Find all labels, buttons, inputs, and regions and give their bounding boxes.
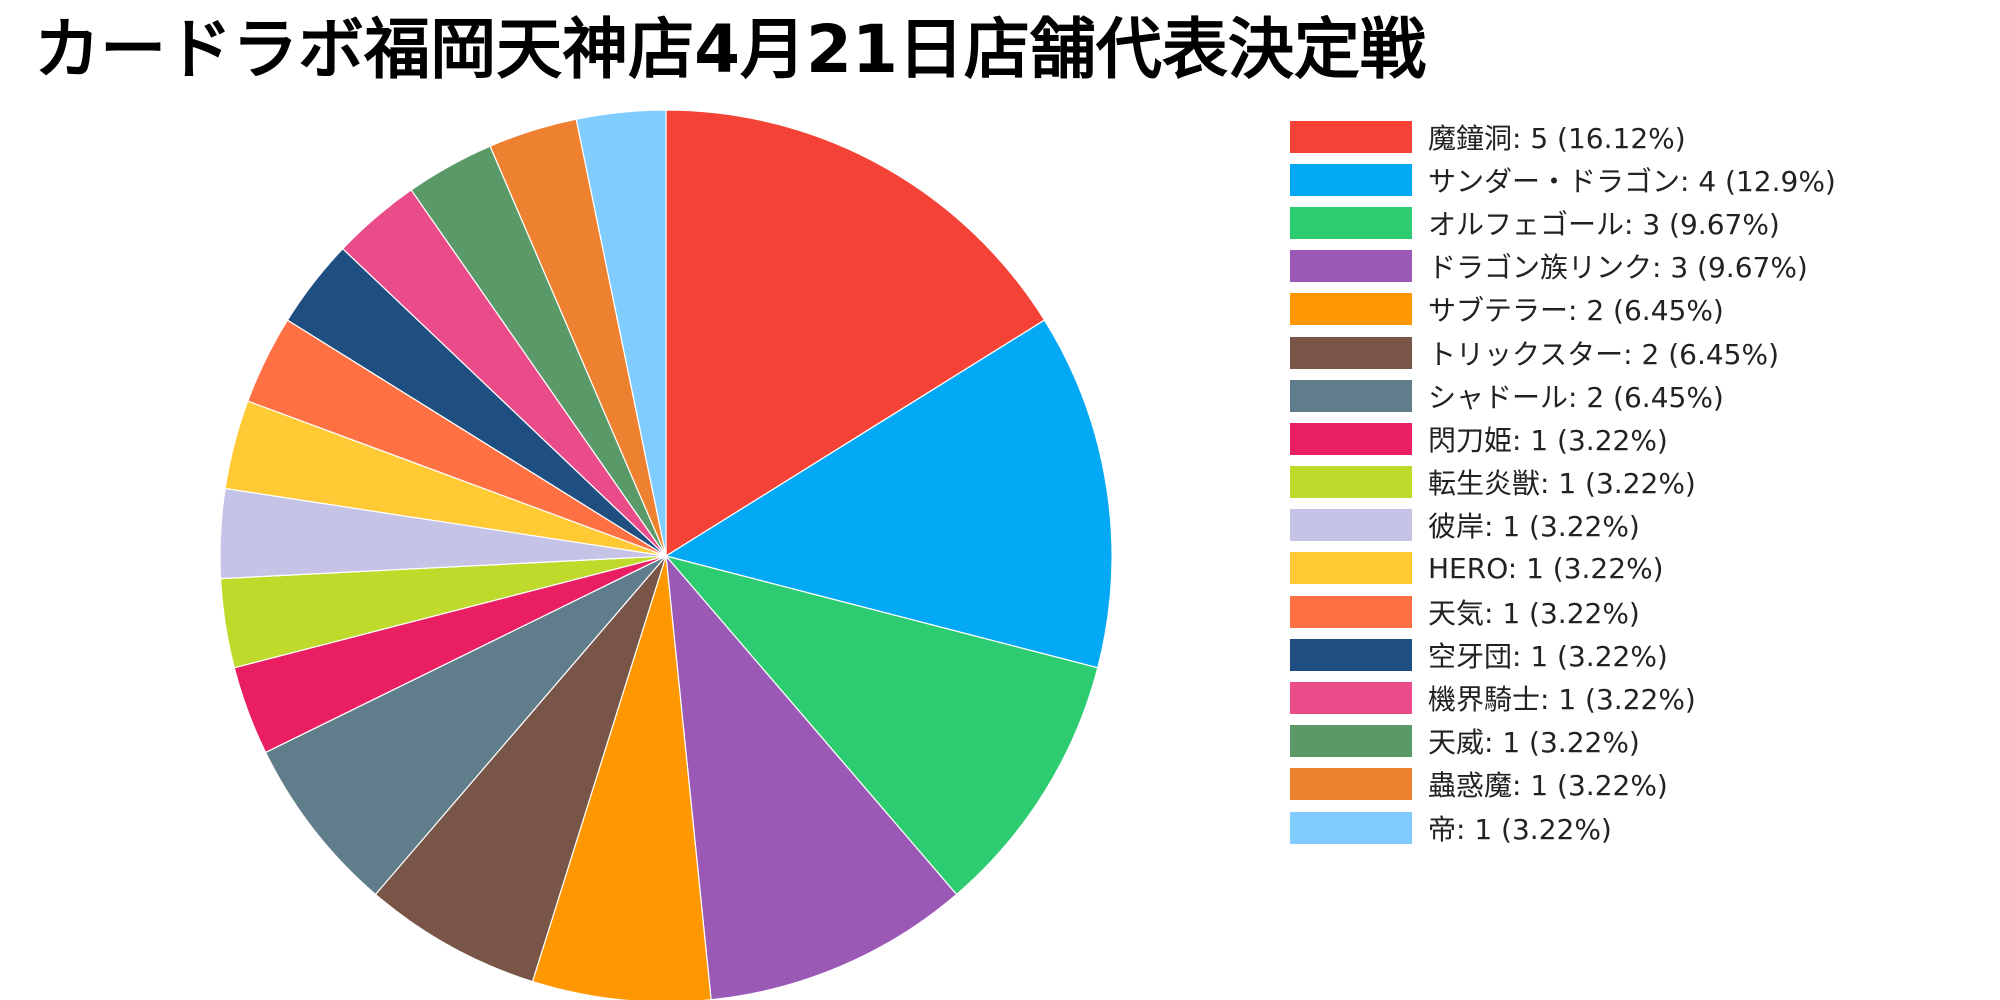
legend-label-15: 蟲惑魔: 1 (3.22%)	[1428, 769, 1668, 803]
legend-label-7: 閃刀姫: 1 (3.22%)	[1428, 423, 1668, 457]
legend-item-1: サンダー・ドラゴン: 4 (12.9%)	[1290, 158, 1836, 201]
legend-item-3: ドラゴン族リンク: 3 (9.67%)	[1290, 245, 1836, 288]
legend-label-5: トリックスター: 2 (6.45%)	[1428, 337, 1780, 371]
legend-item-9: 彼岸: 1 (3.22%)	[1290, 504, 1836, 547]
legend-swatch-2	[1290, 206, 1412, 239]
legend-item-16: 帝: 1 (3.22%)	[1290, 806, 1836, 849]
legend-item-0: 魔鐘洞: 5 (16.12%)	[1290, 115, 1836, 158]
legend-item-2: オルフェゴール: 3 (9.67%)	[1290, 201, 1836, 244]
legend-label-10: HERO: 1 (3.22%)	[1428, 551, 1664, 585]
pie-slice-3	[665, 554, 958, 1000]
legend-item-12: 空牙団: 1 (3.22%)	[1290, 633, 1836, 676]
legend-label-13: 機界騎士: 1 (3.22%)	[1428, 683, 1696, 717]
legend-swatch-1	[1290, 163, 1412, 196]
legend-label-4: サブテラー: 2 (6.45%)	[1428, 294, 1724, 328]
legend-item-14: 天威: 1 (3.22%)	[1290, 720, 1836, 763]
legend-item-10: HERO: 1 (3.22%)	[1290, 547, 1836, 590]
legend-label-6: シャドール: 2 (6.45%)	[1428, 380, 1724, 414]
chart-title: カードラボ福岡天神店4月21日店舗代表決定戦	[34, 11, 1426, 88]
legend-item-15: 蟲惑魔: 1 (3.22%)	[1290, 763, 1836, 806]
legend-label-3: ドラゴン族リンク: 3 (9.67%)	[1428, 251, 1808, 285]
legend-label-11: 天気: 1 (3.22%)	[1428, 596, 1640, 630]
chart-legend: 魔鐘洞: 5 (16.12%) サンダー・ドラゴン: 4 (12.9%) オルフェゴ…	[1290, 115, 1836, 849]
legend-item-8: 転生炎獣: 1 (3.22%)	[1290, 461, 1836, 504]
legend-label-9: 彼岸: 1 (3.22%)	[1428, 510, 1640, 544]
pie-slice-5	[374, 555, 667, 983]
pie-slice-0	[665, 109, 1046, 558]
legend-swatch-0	[1290, 120, 1412, 153]
legend-swatch-4	[1290, 293, 1412, 326]
legend-swatch-14	[1290, 725, 1412, 758]
pie-slice-6	[264, 555, 667, 896]
legend-swatch-13	[1290, 682, 1412, 715]
pie-slice-16	[575, 109, 667, 557]
legend-swatch-9	[1290, 509, 1412, 542]
legend-item-13: 機界騎士: 1 (3.22%)	[1290, 676, 1836, 719]
legend-swatch-11	[1290, 595, 1412, 628]
pie-slice-1	[664, 319, 1113, 669]
legend-item-4: サブテラー: 2 (6.45%)	[1290, 288, 1836, 331]
legend-swatch-3	[1290, 250, 1412, 283]
legend-item-5: トリックスター: 2 (6.45%)	[1290, 331, 1836, 374]
legend-label-16: 帝: 1 (3.22%)	[1428, 812, 1612, 846]
legend-swatch-12	[1290, 638, 1412, 671]
pie-slice-2	[664, 554, 1099, 896]
legend-label-0: 魔鐘洞: 5 (16.12%)	[1428, 121, 1686, 155]
legend-item-6: シャドール: 2 (6.45%)	[1290, 374, 1836, 417]
legend-swatch-10	[1290, 552, 1412, 585]
legend-label-14: 天威: 1 (3.22%)	[1428, 726, 1640, 760]
legend-swatch-6	[1290, 379, 1412, 412]
legend-item-7: 閃刀姫: 1 (3.22%)	[1290, 417, 1836, 460]
legend-swatch-8	[1290, 466, 1412, 499]
legend-swatch-5	[1290, 336, 1412, 369]
legend-label-1: サンダー・ドラゴン: 4 (12.9%)	[1428, 164, 1836, 198]
legend-item-11: 天気: 1 (3.22%)	[1290, 590, 1836, 633]
legend-swatch-16	[1290, 811, 1412, 844]
legend-label-12: 空牙団: 1 (3.22%)	[1428, 639, 1668, 673]
legend-label-8: 転生炎獣: 1 (3.22%)	[1428, 467, 1696, 501]
legend-swatch-7	[1290, 422, 1412, 455]
legend-label-2: オルフェゴール: 3 (9.67%)	[1428, 207, 1780, 241]
legend-swatch-15	[1290, 768, 1412, 801]
